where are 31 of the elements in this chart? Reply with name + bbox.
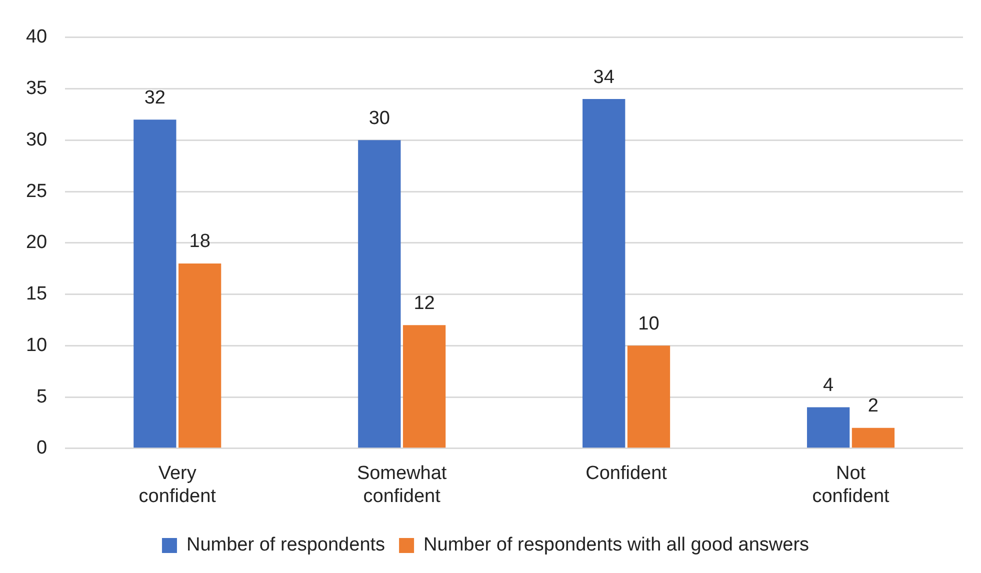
bar (134, 120, 176, 448)
data-label: 34 (593, 66, 615, 88)
x-tick-label: Not confident (812, 463, 890, 507)
bar (627, 346, 670, 448)
bar (358, 140, 401, 448)
bar (806, 407, 850, 448)
bar (582, 99, 626, 448)
legend-label: Number of respondents (186, 534, 386, 556)
data-label: 30 (368, 108, 390, 129)
bar (178, 263, 222, 448)
y-tick-label: 20 (26, 232, 48, 254)
y-tick-label: 5 (36, 386, 48, 408)
data-label: 32 (144, 87, 166, 108)
x-tick-label: Very confident (138, 463, 217, 507)
y-tick-label: 30 (26, 129, 48, 150)
x-tick-label: Confident (586, 463, 668, 484)
bar (852, 428, 895, 448)
data-label: 18 (189, 231, 210, 252)
data-label: 2 (868, 396, 878, 417)
bar (402, 325, 446, 448)
data-label: 4 (823, 375, 834, 396)
legend-label: Number of respondents with all good answers (424, 534, 810, 556)
y-tick-label: 0 (36, 438, 48, 459)
y-tick-label: 15 (26, 284, 48, 305)
y-tick-label: 35 (26, 78, 48, 100)
y-tick-label: 10 (26, 334, 48, 356)
y-tick-label: 40 (26, 26, 48, 48)
y-tick-label: 25 (26, 180, 48, 202)
data-label: 12 (414, 292, 435, 314)
data-label: 10 (638, 313, 660, 334)
x-tick-label: Somewhat confident (356, 463, 448, 507)
